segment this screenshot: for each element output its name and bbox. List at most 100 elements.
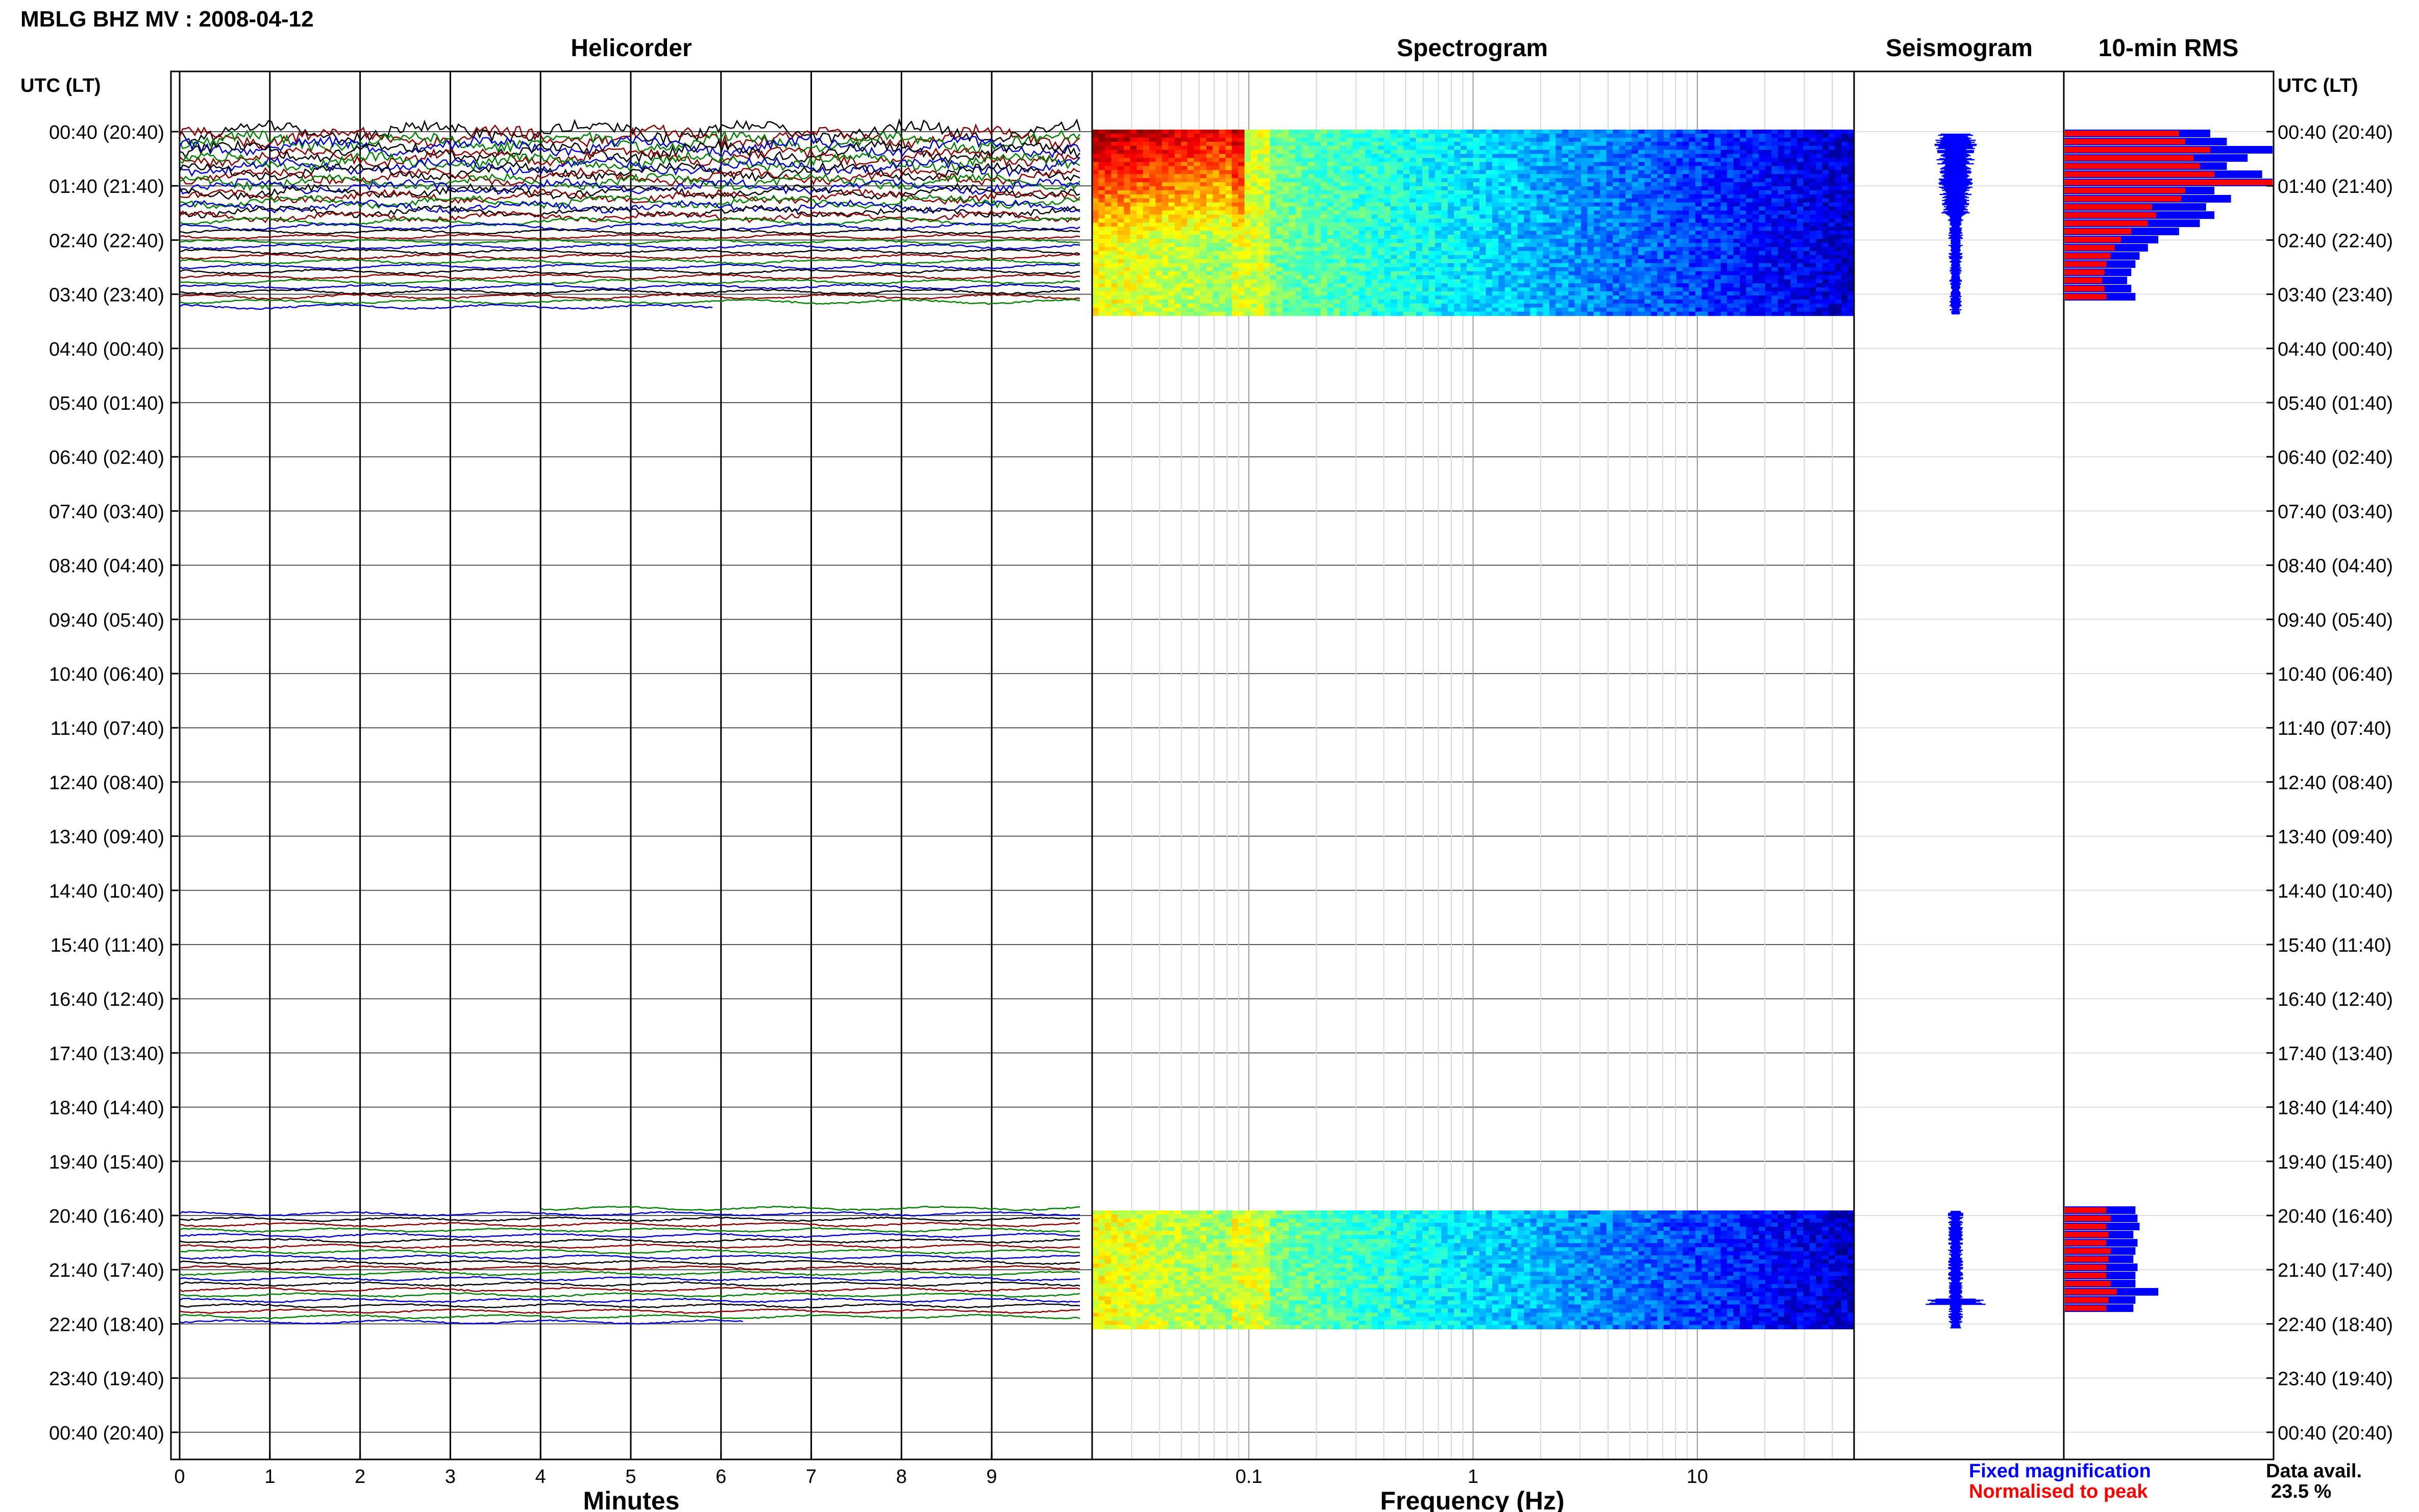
spectrogram-cell [1581,202,1588,207]
spectrogram-cell [1130,291,1137,296]
spectrogram-cell [1683,214,1690,219]
spectrogram-cell [1822,182,1829,187]
spectrogram-cell [1670,198,1677,203]
spectrogram-cell [1231,275,1239,280]
spectrogram-cell [1581,194,1588,199]
spectrogram-cell [1638,130,1645,134]
spectrogram-cell [1181,227,1188,231]
spectrogram-cell [1416,141,1423,146]
spectrogram-cell [1219,194,1226,199]
spectrogram-cell [1847,218,1855,223]
spectrogram-cell [1644,246,1651,252]
spectrogram-cell [1174,190,1181,195]
spectrogram-cell [1225,186,1232,191]
spectrogram-cell [1187,218,1194,223]
spectrogram-cell [1720,186,1727,191]
spectrogram-cell [1416,210,1423,215]
spectrogram-cell [1460,174,1467,179]
spectrogram-cell [1263,182,1270,187]
spectrogram-cell [1155,263,1163,268]
spectrogram-cell [1530,275,1537,280]
spectrogram-cell [1435,174,1442,179]
spectrogram-cell [1657,170,1664,175]
spectrogram-cell [1467,150,1474,155]
spectrogram-cell [1498,251,1505,256]
spectrogram-cell [1670,186,1677,191]
spectrogram-cell [1225,275,1232,280]
spectrogram-cell [1365,271,1372,276]
spectrogram-cell [1390,178,1397,183]
spectrogram-cell [1282,198,1290,203]
spectrogram-cell [1365,198,1372,203]
spectrogram-cell [1384,182,1391,187]
spectrogram-cell [1244,255,1251,260]
spectrogram-cell [1714,255,1721,260]
spectrogram-cell [1181,255,1188,260]
spectrogram-cell [1536,158,1543,163]
spectrogram-cell [1289,206,1296,211]
spectrogram-cell [1289,255,1296,260]
spectrogram-cell [1098,198,1105,203]
spectrogram-cell [1308,133,1315,138]
spectrogram-cell [1289,291,1296,296]
spectrogram-cell [1670,279,1677,284]
spectrogram-cell [1511,251,1518,256]
spectrogram-cell [1162,154,1169,159]
spectrogram-cell [1270,275,1277,280]
spectrogram-cell [1556,154,1563,159]
spectrogram-cell [1333,263,1340,268]
spectrogram-cell [1213,291,1220,296]
spectrogram-cell [1301,242,1309,247]
spectrogram-cell [1581,283,1588,288]
spectrogram-cell [1657,182,1664,187]
spectrogram-cell [1765,166,1772,170]
spectrogram-cell [1600,166,1607,170]
spectrogram-cell [1263,141,1270,146]
spectrogram-cell [1162,206,1169,211]
spectrogram-cell [1632,287,1639,292]
spectrogram-cell [1416,170,1423,175]
spectrogram-cell [1530,235,1537,239]
spectrogram-cell [1829,190,1836,195]
spectrogram-cell [1098,287,1105,292]
spectrogram-cell [1790,259,1797,264]
spectrogram-cell [1168,162,1175,166]
spectrogram-cell [1701,287,1709,292]
spectrogram-cell [1720,170,1727,175]
spectrogram-cell [1263,186,1270,191]
spectrogram-cell [1549,190,1556,195]
spectrogram-cell [1746,275,1753,280]
spectrogram-cell [1829,242,1836,247]
spectrogram-cell [1403,287,1410,292]
spectrogram-cell [1556,194,1563,199]
spectrogram-cell [1530,267,1537,272]
spectrogram-cell [1492,263,1499,268]
spectrogram-cell [1270,267,1277,272]
spectrogram-cell [1314,214,1321,219]
spectrogram-cell [1663,202,1670,207]
spectrogram-cell [1574,275,1582,280]
spectrogram-cell [1327,242,1334,247]
spectrogram-cell [1181,231,1188,235]
spectrogram-cell [1244,154,1251,159]
spectrogram-cell [1841,227,1848,231]
spectrogram-cell [1790,190,1797,195]
spectrogram-cell [1695,246,1702,252]
spectrogram-cell [1511,271,1518,276]
spectrogram-cell [1562,227,1569,231]
spectrogram-cell [1340,174,1347,179]
spectrogram-cell [1708,251,1715,256]
spectrogram-cell [1200,198,1207,203]
spectrogram-cell [1841,287,1848,292]
spectrogram-cell [1841,158,1848,163]
spectrogram-cell [1428,263,1436,268]
spectrogram-cell [1511,287,1518,292]
spectrogram-cell [1797,231,1804,235]
spectrogram-cell [1683,210,1690,215]
spectrogram-cell [1137,178,1144,183]
spectrogram-cell [1746,222,1753,227]
spectrogram-cell [1797,242,1804,247]
spectrogram-cell [1650,251,1658,256]
spectrogram-cell [1847,271,1855,276]
spectrogram-cell [1143,287,1150,292]
